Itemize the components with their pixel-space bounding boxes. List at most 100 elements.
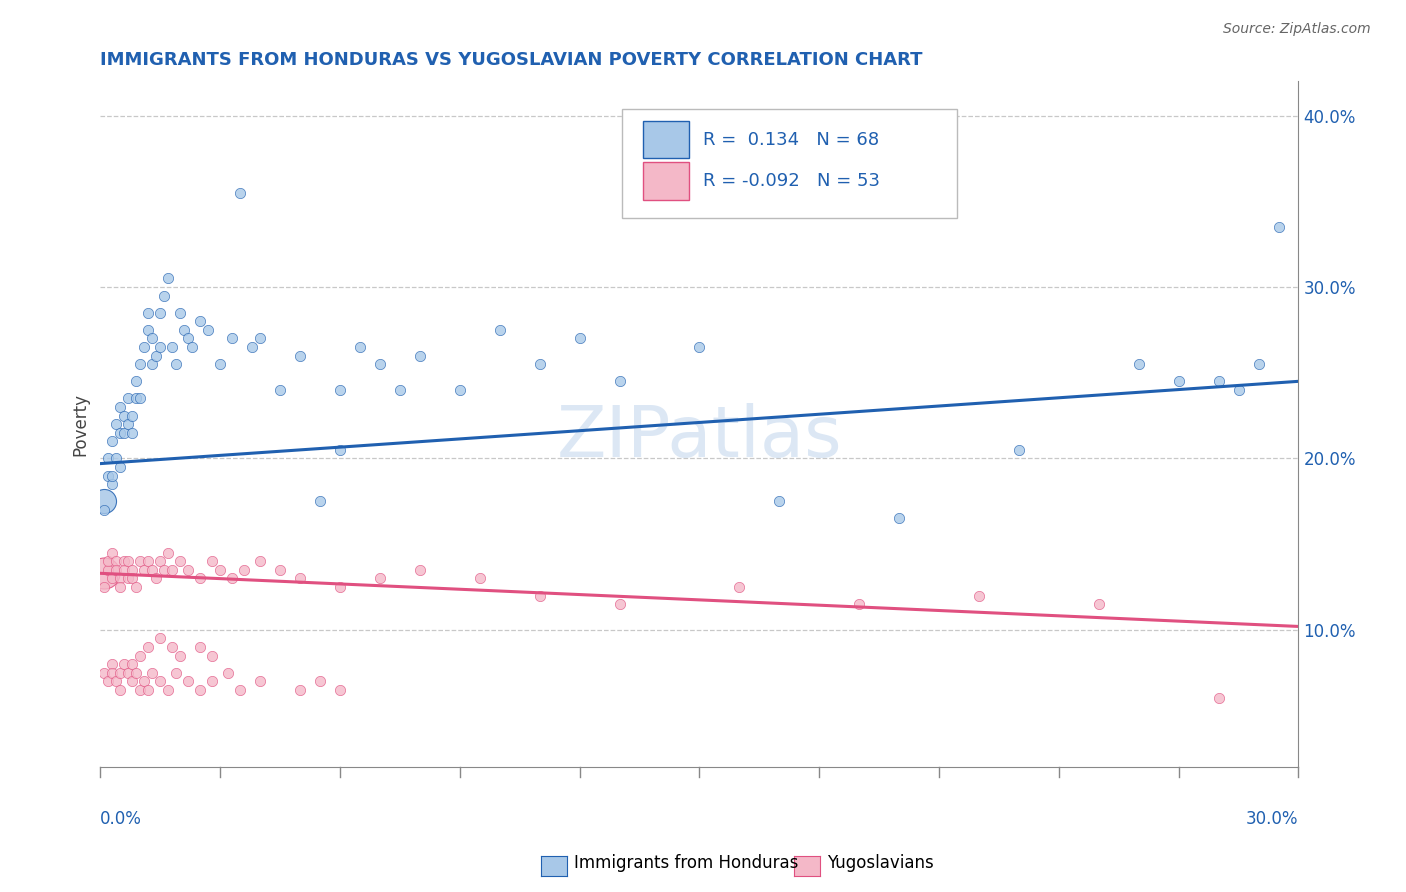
Point (349, 340, 371, 354)
Text: 30.0%: 30.0% (1246, 810, 1299, 828)
Point (188, 640, 211, 654)
Point (149, 306, 172, 320)
Point (93, 580, 115, 594)
Point (368, 571, 391, 585)
Point (209, 357, 232, 371)
Point (121, 657, 143, 672)
Point (136, 554, 159, 568)
Point (188, 682, 211, 697)
Point (129, 392, 152, 406)
Point (129, 357, 152, 371)
Point (162, 340, 184, 354)
Text: R = -0.092   N = 53: R = -0.092 N = 53 (703, 172, 880, 190)
Text: IMMIGRANTS FROM HONDURAS VS YUGOSLAVIAN POVERTY CORRELATION CHART: IMMIGRANTS FROM HONDURAS VS YUGOSLAVIAN … (100, 51, 922, 69)
Point (117, 417, 139, 432)
Point (145, 349, 167, 363)
Point (101, 571, 124, 585)
Point (181, 340, 204, 354)
Point (157, 546, 180, 560)
Point (117, 392, 139, 406)
Point (488, 323, 510, 337)
Point (141, 665, 163, 680)
Point (149, 340, 172, 354)
Point (129, 554, 152, 568)
Point (887, 511, 910, 525)
Point (169, 554, 191, 568)
Point (162, 563, 184, 577)
Point (97, 451, 120, 466)
Point (110, 571, 132, 585)
Point (134, 674, 156, 689)
Text: Immigrants from Honduras: Immigrants from Honduras (574, 855, 799, 872)
Point (125, 665, 148, 680)
Point (157, 271, 180, 285)
Point (201, 648, 224, 663)
Point (329, 682, 352, 697)
Point (121, 571, 143, 585)
Point (568, 331, 591, 345)
Point (149, 554, 172, 568)
Point (201, 554, 224, 568)
Point (110, 580, 132, 594)
Point (112, 657, 135, 672)
Point (1128, 357, 1150, 371)
Point (177, 563, 200, 577)
Point (529, 357, 551, 371)
Point (141, 357, 163, 371)
Point (269, 563, 291, 577)
Point (329, 580, 352, 594)
Point (136, 640, 159, 654)
Point (848, 597, 870, 611)
Point (93, 665, 115, 680)
Point (768, 494, 790, 508)
Point (233, 563, 256, 577)
Point (93, 494, 115, 508)
Point (269, 383, 291, 397)
Point (136, 306, 159, 320)
Point (609, 374, 631, 388)
Point (1167, 374, 1189, 388)
Point (101, 468, 124, 483)
Point (110, 400, 132, 414)
Bar (643, 120, 689, 159)
Point (169, 648, 191, 663)
Point (97, 554, 120, 568)
Point (1208, 374, 1230, 388)
Text: 0.0%: 0.0% (100, 810, 142, 828)
Point (121, 563, 143, 577)
Point (288, 571, 311, 585)
Text: Yugoslavians: Yugoslavians (827, 855, 934, 872)
Point (101, 546, 124, 560)
Y-axis label: Poverty: Poverty (72, 392, 89, 456)
Point (110, 460, 132, 475)
Point (101, 477, 124, 491)
Text: R =  0.134   N = 68: R = 0.134 N = 68 (703, 130, 879, 149)
Point (145, 571, 167, 585)
Point (529, 589, 551, 603)
Point (688, 340, 710, 354)
Point (609, 597, 631, 611)
Point (177, 674, 200, 689)
Point (117, 554, 139, 568)
Point (97, 674, 120, 689)
Point (229, 682, 252, 697)
Point (121, 409, 143, 423)
Point (129, 648, 152, 663)
Point (1267, 220, 1289, 235)
Point (112, 554, 135, 568)
Point (125, 374, 148, 388)
Point (728, 580, 751, 594)
Point (153, 563, 176, 577)
Point (1247, 357, 1270, 371)
Point (117, 571, 139, 585)
Point (409, 349, 432, 363)
Point (409, 563, 432, 577)
Point (93, 503, 115, 517)
Point (217, 665, 239, 680)
Point (368, 357, 391, 371)
Point (221, 331, 243, 345)
Point (288, 682, 311, 697)
Point (97, 563, 120, 577)
Point (1088, 597, 1111, 611)
Point (468, 571, 491, 585)
